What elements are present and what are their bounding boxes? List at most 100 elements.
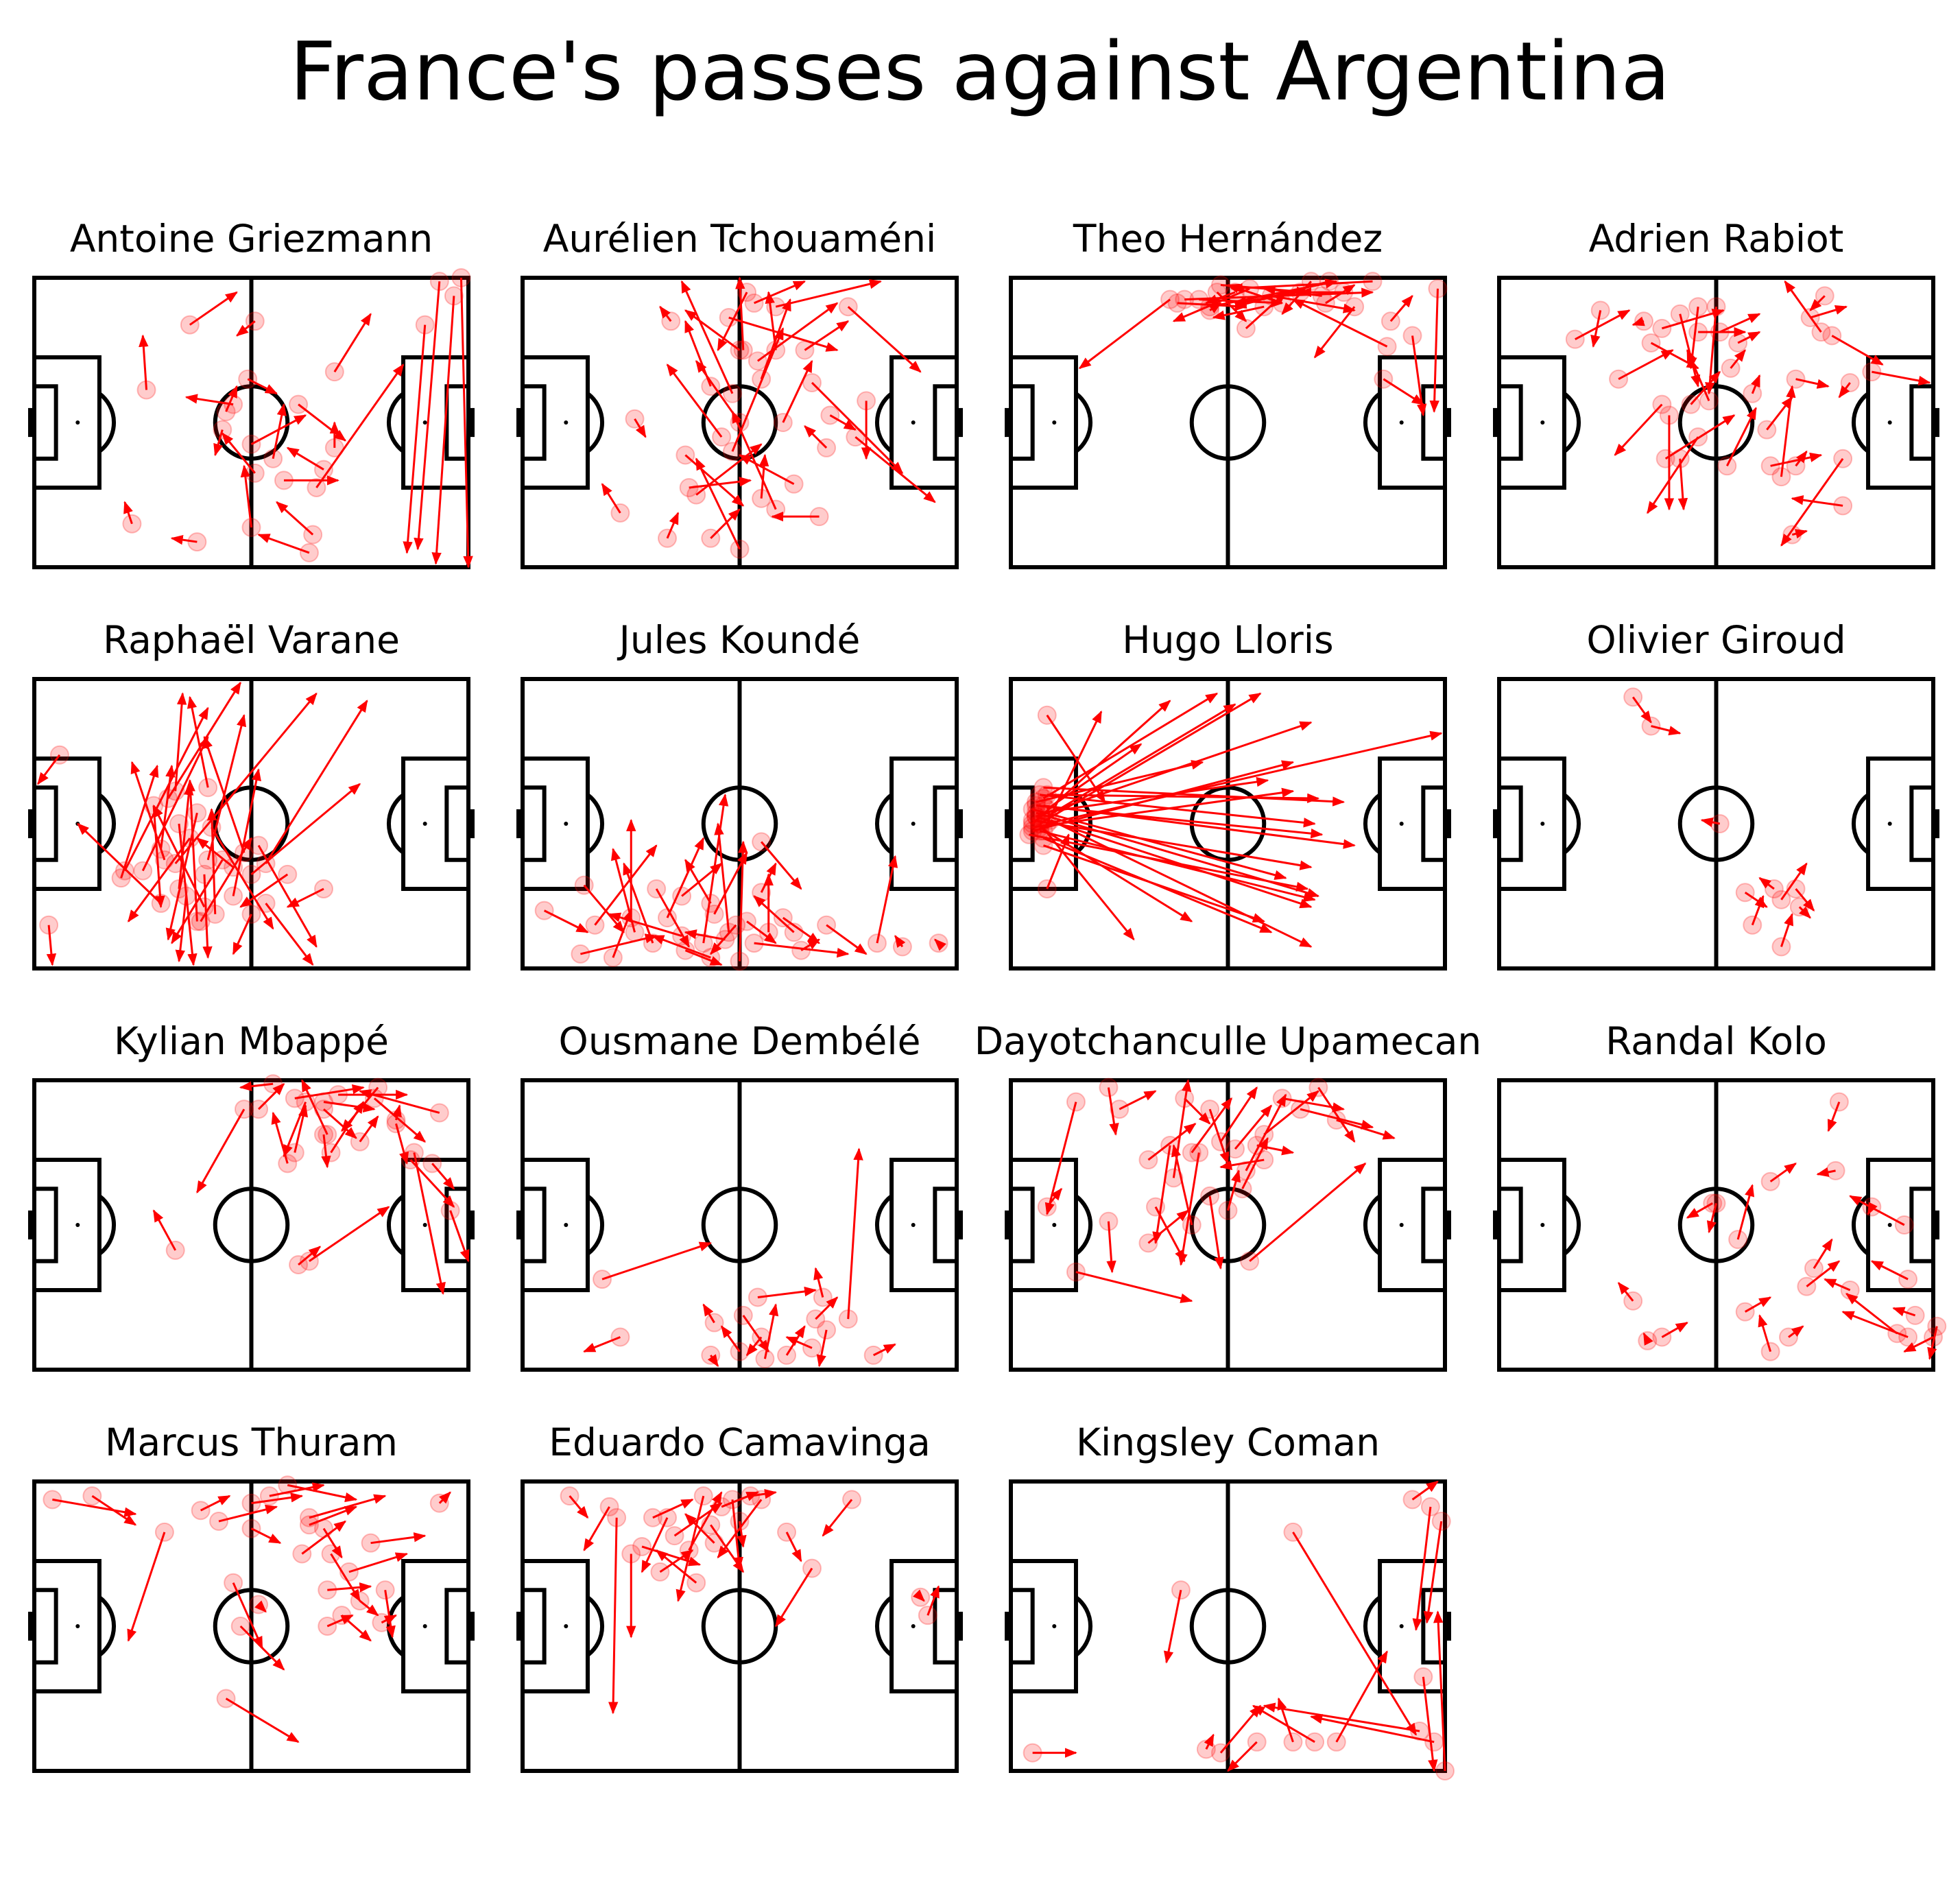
pass-arrow bbox=[1208, 1108, 1230, 1165]
pass-arrow bbox=[175, 896, 188, 963]
pass-arrow bbox=[735, 276, 745, 350]
pass-arrow bbox=[52, 1498, 137, 1517]
pass-arrow bbox=[1325, 284, 1356, 305]
pass-arrow bbox=[250, 1527, 282, 1545]
pass-arrow bbox=[601, 1241, 713, 1281]
pass-arrow bbox=[1047, 730, 1443, 825]
pass-arrow bbox=[829, 414, 857, 431]
pass-arrow bbox=[822, 1499, 853, 1537]
goal-right bbox=[468, 1611, 475, 1641]
goal-right bbox=[957, 407, 963, 438]
pass-arrow bbox=[695, 457, 741, 550]
goal-right bbox=[957, 809, 963, 839]
pass-arrow bbox=[765, 291, 777, 350]
center-circle bbox=[213, 1588, 290, 1665]
penalty-arc-left bbox=[98, 1595, 116, 1657]
goal-left bbox=[516, 809, 523, 839]
pass-arrow bbox=[757, 1286, 817, 1298]
pass-arrow bbox=[1178, 1152, 1200, 1266]
penalty-arc-left bbox=[1075, 392, 1092, 453]
pass-arrow bbox=[1317, 1086, 1356, 1143]
pitch-lines bbox=[1009, 276, 1447, 569]
pass-arrow bbox=[1766, 396, 1793, 431]
pass-arrow bbox=[1412, 1506, 1432, 1632]
six-yard-box-right bbox=[933, 384, 957, 461]
pitch-panel: Dayotchanculle Upamecan bbox=[975, 1019, 1482, 1372]
pass-arrow bbox=[165, 812, 198, 941]
pass-arrow bbox=[1040, 794, 1316, 828]
pass-arrow bbox=[1806, 1260, 1841, 1287]
pass-arrow bbox=[250, 783, 361, 876]
penalty-arc-right bbox=[1363, 793, 1381, 855]
pass-arrow bbox=[1050, 819, 1313, 948]
pass-arrow bbox=[543, 909, 589, 933]
goal-right bbox=[1445, 1611, 1451, 1641]
penalty-arc-left bbox=[1075, 1595, 1092, 1657]
goal-right bbox=[1933, 1210, 1939, 1240]
pitch-panel: Ousmane Dembélé bbox=[516, 1019, 963, 1372]
pass-arrow bbox=[774, 1567, 813, 1628]
pass-arrow bbox=[1300, 1108, 1374, 1130]
pass-arrow bbox=[1046, 833, 1070, 890]
pass-arrow bbox=[1204, 1733, 1215, 1750]
center-circle bbox=[1189, 384, 1267, 461]
pass-arrow bbox=[269, 1482, 325, 1497]
pitch-panel: Antoine Griezmann bbox=[28, 217, 475, 569]
pass-arrow bbox=[1310, 1714, 1435, 1743]
pitch-lines bbox=[1009, 1078, 1447, 1372]
penalty-area-right bbox=[1866, 757, 1933, 891]
pass-arrow bbox=[202, 874, 213, 959]
goal-right bbox=[1445, 1210, 1451, 1240]
pass-arrow bbox=[330, 1101, 365, 1154]
pass-arrow bbox=[688, 1491, 723, 1551]
pass-arrow bbox=[912, 1589, 925, 1602]
penalty-spot-left bbox=[75, 1223, 80, 1227]
pass-arrow bbox=[1795, 378, 1830, 389]
six-yard-box-left bbox=[523, 1588, 547, 1665]
pass-arrow bbox=[300, 1079, 328, 1135]
center-circle bbox=[1677, 384, 1755, 461]
pass-arrow bbox=[1249, 1163, 1367, 1262]
pitch-lines bbox=[521, 1078, 959, 1372]
pass-arrow bbox=[1227, 1169, 1241, 1211]
pass-arrow bbox=[235, 320, 256, 337]
pass-arrow bbox=[1219, 1158, 1265, 1171]
pass-arrow bbox=[170, 534, 198, 545]
penalty-arc-right bbox=[875, 793, 893, 855]
pass-arrow bbox=[754, 280, 806, 305]
pass-arrow bbox=[1177, 301, 1247, 311]
pass-arrow bbox=[873, 1343, 896, 1357]
pass-arrow bbox=[459, 277, 473, 569]
center-circle bbox=[213, 384, 290, 461]
pass-arrow bbox=[333, 313, 372, 372]
pass-arrow bbox=[309, 1494, 387, 1519]
penalty-area-right bbox=[401, 355, 468, 490]
penalty-area-left bbox=[34, 1559, 101, 1693]
pass-arrow bbox=[1429, 288, 1439, 413]
pass-arrow bbox=[257, 1083, 285, 1110]
penalty-spot-right bbox=[911, 420, 916, 425]
passes bbox=[152, 1074, 470, 1295]
goal-right bbox=[468, 407, 475, 438]
pass-arrow bbox=[309, 1206, 390, 1262]
pass-arrow bbox=[46, 925, 57, 966]
player-name: Kingsley Coman bbox=[1076, 1420, 1380, 1464]
pass-arrow bbox=[738, 454, 795, 485]
six-yard-box-left bbox=[1011, 1187, 1035, 1263]
penalty-area-right bbox=[1866, 355, 1933, 490]
penalty-area-left bbox=[1499, 355, 1566, 490]
pass-arrow bbox=[1730, 349, 1746, 369]
pass-arrow bbox=[1788, 1325, 1804, 1338]
pass-arrow bbox=[1686, 348, 1710, 401]
player-name: Dayotchanculle Upamecan bbox=[975, 1019, 1482, 1063]
pass-arrow bbox=[826, 924, 868, 955]
goal-right bbox=[957, 1611, 963, 1641]
pass-arrow bbox=[174, 692, 318, 864]
penalty-arc-left bbox=[586, 1595, 604, 1657]
pass-arrow bbox=[761, 841, 802, 890]
passes bbox=[601, 276, 936, 559]
penalty-spot-right bbox=[911, 822, 916, 826]
pass-arrow bbox=[684, 320, 712, 387]
